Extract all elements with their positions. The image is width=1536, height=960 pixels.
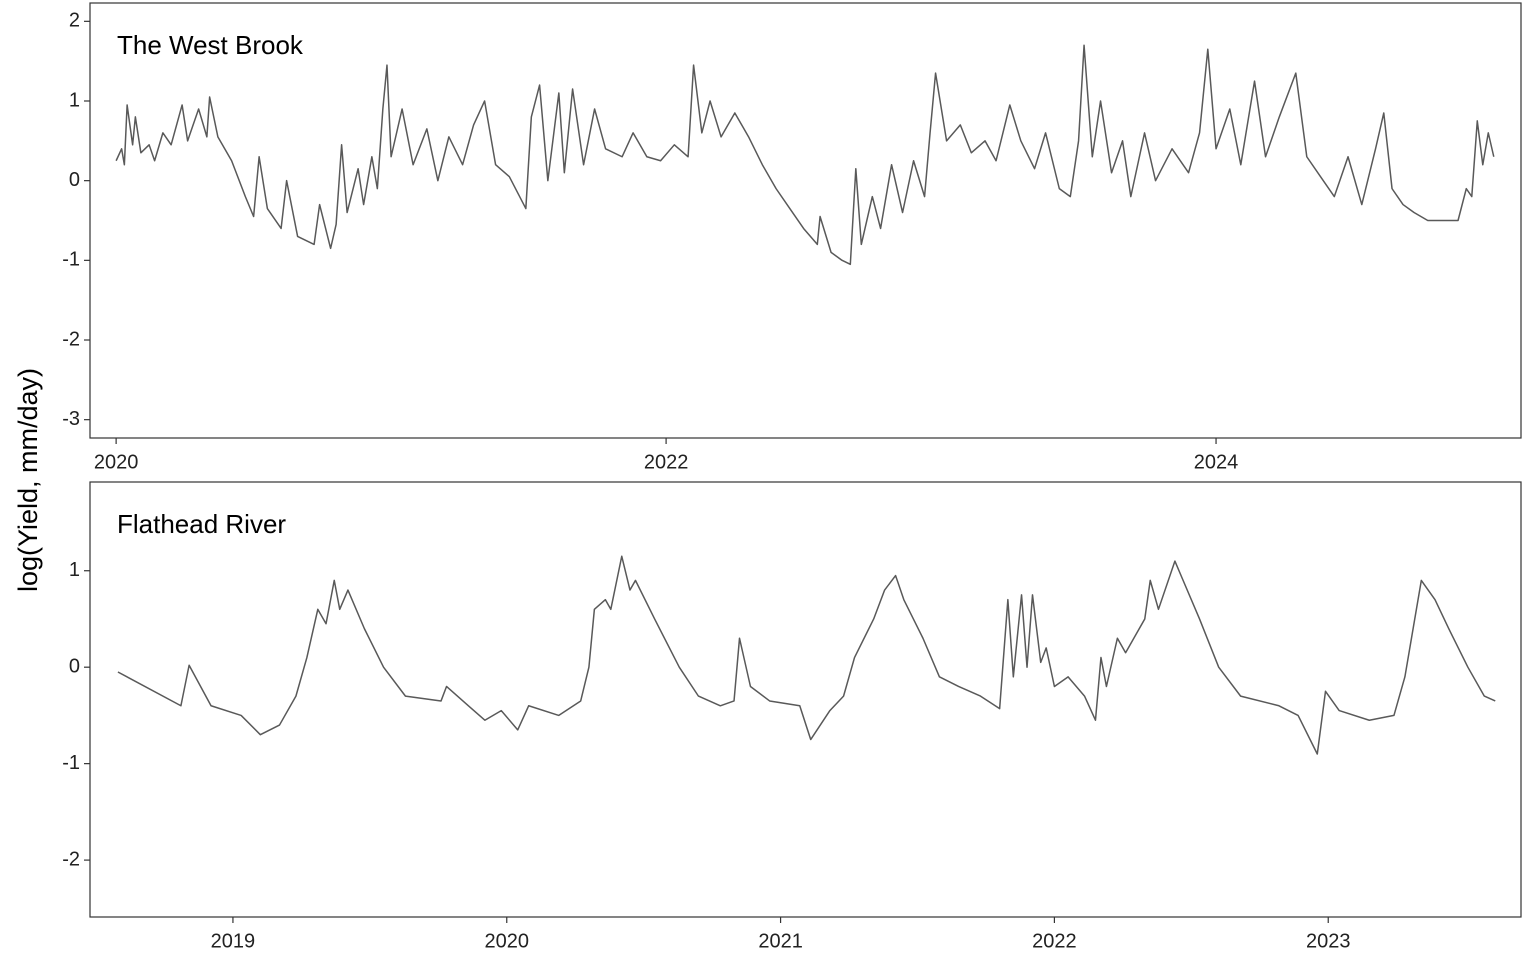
- x-tick-label: 2022: [1032, 930, 1077, 952]
- y-tick-label: 1: [69, 89, 80, 111]
- y-tick-label: -3: [62, 408, 80, 430]
- y-axis-label: log(Yield, mm/day): [13, 368, 43, 592]
- x-tick-label: 2022: [644, 451, 689, 473]
- y-tick-label: -1: [62, 249, 80, 271]
- y-tick-label: 1: [69, 559, 80, 581]
- y-tick-label: -2: [62, 848, 80, 870]
- y-tick-label: -2: [62, 328, 80, 350]
- y-tick-label: 0: [69, 169, 80, 191]
- panel-label: The West Brook: [117, 30, 304, 60]
- x-tick-label: 2023: [1306, 930, 1351, 952]
- panel-border: [89, 481, 1522, 918]
- panel-border: [89, 2, 1522, 439]
- y-tick-label: 2: [69, 10, 80, 32]
- x-tick-label: 2021: [758, 930, 803, 952]
- panel-label: Flathead River: [117, 509, 286, 539]
- y-tick-label: -1: [62, 752, 80, 774]
- x-tick-label: 2019: [211, 930, 256, 952]
- x-tick-label: 2020: [94, 451, 139, 473]
- x-tick-label: 2020: [485, 930, 530, 952]
- y-tick-label: 0: [69, 655, 80, 677]
- x-tick-label: 2024: [1194, 451, 1239, 473]
- series-line: [117, 555, 1496, 755]
- series-line: [115, 44, 1495, 266]
